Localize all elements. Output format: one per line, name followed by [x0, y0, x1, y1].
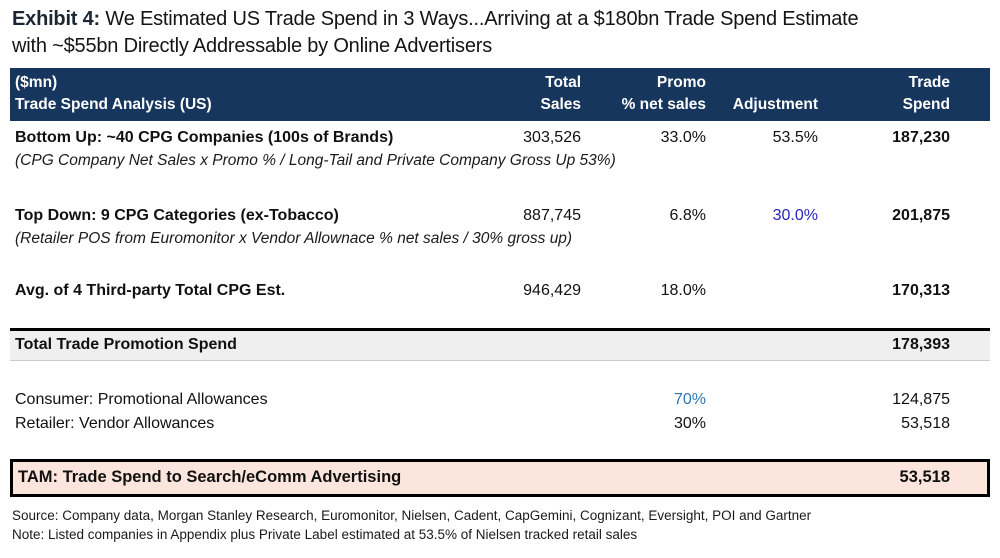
exhibit-title-line1: We Estimated US Trade Spend in 3 Ways...… — [105, 8, 859, 30]
trade-spend-value: 187,230 — [892, 129, 950, 146]
exhibit-page: Exhibit 4: We Estimated US Trade Spend i… — [0, 6, 1000, 558]
header-trade-spend-1: Trade — [908, 74, 950, 91]
total-label: Total Trade Promotion Spend — [15, 336, 237, 353]
adjustment-value: 53.5% — [772, 129, 818, 146]
trade-spend-value: 178,393 — [892, 336, 950, 353]
table-header-line1: ($mn) Total Promo Trade — [10, 72, 990, 94]
tam-label: TAM: Trade Spend to Search/eComm Adverti… — [18, 468, 402, 486]
row-label: Bottom Up: ~40 CPG Companies (100s of Br… — [15, 129, 394, 146]
tam-value: 53,518 — [899, 468, 950, 486]
table-row-bottom-up: Bottom Up: ~40 CPG Companies (100s of Br… — [10, 126, 990, 149]
note-line: Note: Listed companies in Appendix plus … — [12, 527, 638, 542]
header-trade-spend-2: Spend — [902, 96, 950, 113]
promo-pct-value: 6.8% — [669, 207, 706, 224]
table-row-bottom-up-formula: (CPG Company Net Sales x Promo % / Long-… — [10, 149, 990, 172]
header-promo-2: % net sales — [621, 96, 706, 113]
header-analysis-label: Trade Spend Analysis (US) — [15, 96, 212, 113]
table-row-retailer-allowances: Retailer: Vendor Allowances 30% 53,518 — [10, 412, 990, 436]
promo-pct-value: 70% — [673, 391, 706, 408]
footer-notes: Source: Company data, Morgan Stanley Res… — [12, 506, 988, 544]
total-sales-value: 946,429 — [523, 282, 581, 299]
table-row-consumer-allowances: Consumer: Promotional Allowances 70% 124… — [10, 388, 990, 412]
promo-pct-value: 33.0% — [660, 129, 706, 146]
total-sales-value: 887,745 — [523, 207, 581, 224]
formula-text: (CPG Company Net Sales x Promo % / Long-… — [15, 152, 616, 169]
table-row-top-down-formula: (Retailer POS from Euromonitor x Vendor … — [10, 227, 990, 250]
exhibit-number-label: Exhibit 4: — [12, 8, 101, 30]
trade-spend-value: 53,518 — [901, 415, 950, 432]
exhibit-title-line2: with ~$55bn Directly Addressable by Onli… — [12, 35, 493, 57]
source-line: Source: Company data, Morgan Stanley Res… — [12, 508, 812, 523]
header-units-label: ($mn) — [15, 74, 58, 91]
formula-text: (Retailer POS from Euromonitor x Vendor … — [15, 230, 573, 247]
table-header: ($mn) Total Promo Trade Trade Spend Anal… — [10, 68, 990, 121]
row-label: Top Down: 9 CPG Categories (ex-Tobacco) — [15, 207, 339, 224]
row-label: Avg. of 4 Third-party Total CPG Est. — [15, 282, 286, 299]
table-row-tam: TAM: Trade Spend to Search/eComm Adverti… — [10, 459, 990, 497]
table-row-total-trade-promotion: Total Trade Promotion Spend 178,393 — [10, 328, 990, 361]
table-header-line2: Trade Spend Analysis (US) Sales % net sa… — [10, 94, 990, 116]
header-adjustment-2: Adjustment — [732, 96, 818, 113]
header-total-sales-1: Total — [545, 74, 581, 91]
header-total-sales-2: Sales — [540, 96, 581, 113]
header-promo-1: Promo — [656, 74, 706, 91]
trade-spend-table: ($mn) Total Promo Trade Trade Spend Anal… — [10, 68, 990, 497]
trade-spend-value: 201,875 — [892, 207, 950, 224]
table-row-third-party-avg: Avg. of 4 Third-party Total CPG Est. 946… — [10, 279, 990, 302]
promo-pct-value: 30% — [673, 415, 706, 432]
promo-pct-value: 18.0% — [660, 282, 706, 299]
adjustment-value: 30.0% — [772, 207, 818, 224]
exhibit-title: Exhibit 4: We Estimated US Trade Spend i… — [12, 6, 988, 60]
table-row-top-down: Top Down: 9 CPG Categories (ex-Tobacco) … — [10, 204, 990, 227]
trade-spend-value: 124,875 — [892, 391, 950, 408]
row-label: Retailer: Vendor Allowances — [15, 415, 215, 432]
trade-spend-value: 170,313 — [892, 282, 950, 299]
total-sales-value: 303,526 — [523, 129, 581, 146]
row-label: Consumer: Promotional Allowances — [15, 391, 268, 408]
